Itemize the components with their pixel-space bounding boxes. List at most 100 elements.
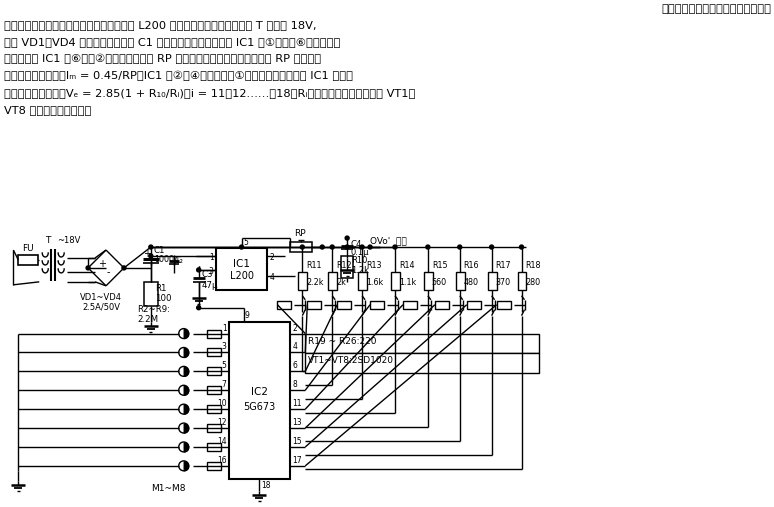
Circle shape	[149, 254, 152, 258]
Text: 1.2k: 1.2k	[351, 266, 369, 275]
Bar	[290, 242, 312, 252]
Circle shape	[122, 266, 126, 270]
Text: +: +	[98, 259, 106, 269]
Text: RP: RP	[294, 229, 306, 238]
Circle shape	[345, 245, 349, 249]
Circle shape	[345, 236, 349, 240]
Text: R1: R1	[155, 284, 166, 293]
Text: 18: 18	[262, 481, 271, 490]
Text: 输出电流遵循关系；Iₘ = 0.45/RP；IC1 的②、④脚间电阴与①脚及地间电阴决定了 IC1 的输出: 输出电流遵循关系；Iₘ = 0.45/RP；IC1 的②、④脚间电阴与①脚及地间…	[5, 71, 354, 81]
Text: 3: 3	[221, 342, 227, 351]
Text: 5G673: 5G673	[243, 402, 276, 412]
Text: R17: R17	[495, 261, 512, 270]
Circle shape	[330, 245, 334, 249]
Text: OVo'  输出: OVo' 输出	[370, 236, 407, 245]
Text: 0.1μ: 0.1μ	[350, 248, 368, 257]
Circle shape	[368, 245, 372, 249]
Text: 5: 5	[244, 238, 248, 247]
Text: 2k: 2k	[336, 278, 346, 287]
Circle shape	[197, 268, 200, 272]
Bar	[467, 301, 481, 309]
Text: 4: 4	[269, 273, 274, 282]
Text: C₂: C₂	[175, 256, 183, 265]
Bar	[403, 301, 417, 309]
Bar	[277, 301, 291, 309]
Circle shape	[519, 245, 523, 249]
Text: R19 ~ R26:220: R19 ~ R26:220	[308, 337, 377, 346]
Text: 3: 3	[209, 267, 214, 276]
Text: 电压，它满足关系；Vₑ = 2.85(1 + R₁₀/Rᵢ)，i = 11、12……、18，Rᵢ可由数控电路中的三极管 VT1～: 电压，它满足关系；Vₑ = 2.85(1 + R₁₀/Rᵢ)，i = 11、12…	[5, 88, 416, 98]
Text: R2~R9:: R2~R9:	[137, 305, 170, 314]
Text: C1: C1	[154, 246, 166, 255]
Text: R18: R18	[526, 261, 541, 270]
Bar	[207, 462, 221, 470]
Bar	[207, 348, 221, 356]
Text: IC1: IC1	[233, 259, 250, 269]
Bar	[435, 301, 449, 309]
Text: VD1~VD4: VD1~VD4	[80, 293, 122, 302]
Text: 17: 17	[293, 456, 302, 465]
Bar	[488, 272, 497, 290]
Bar	[307, 301, 321, 309]
Text: C3: C3	[202, 270, 213, 279]
Text: 10: 10	[217, 399, 227, 408]
Text: 14: 14	[217, 437, 227, 446]
Circle shape	[320, 245, 324, 249]
Text: R14: R14	[399, 261, 414, 270]
Text: IC2: IC2	[251, 387, 268, 397]
Bar	[305, 334, 539, 353]
Circle shape	[393, 245, 397, 249]
Text: T: T	[46, 236, 51, 245]
Text: 16: 16	[217, 456, 227, 465]
Bar	[144, 282, 158, 306]
Bar	[341, 256, 353, 278]
Circle shape	[197, 306, 200, 310]
Text: FU: FU	[22, 244, 34, 253]
Text: 2: 2	[269, 253, 274, 262]
Text: VT1~VT8:2SD1020: VT1~VT8:2SD1020	[308, 356, 394, 366]
Circle shape	[86, 266, 90, 270]
Bar	[207, 330, 221, 338]
Bar	[207, 386, 221, 394]
Text: 它主要由稳压电源和触摸数控电路两: 它主要由稳压电源和触摸数控电路两	[662, 5, 772, 14]
Text: 13: 13	[293, 418, 302, 427]
Bar	[216, 248, 268, 290]
Text: 9: 9	[245, 311, 249, 319]
Bar	[337, 301, 351, 309]
Bar	[391, 272, 400, 290]
Bar	[207, 443, 221, 451]
Circle shape	[239, 245, 244, 249]
Text: 2.2k: 2.2k	[307, 278, 324, 287]
Bar	[19, 255, 38, 265]
Bar	[328, 272, 337, 290]
Text: 2.5A/50V: 2.5A/50V	[82, 303, 120, 312]
Text: 部分组成。稳压电路以五端单片集成稳压器 L200 为中心，市电由电源变压器 T 降压为 18V,: 部分组成。稳压电路以五端单片集成稳压器 L200 为中心，市电由电源变压器 T …	[5, 20, 317, 30]
Text: 桥堵 VD1～VD4 进行全波整流，经 C1 滤波后的非稳定电压输入 IC1 的①脚，其⑥脚输出稳定: 桥堵 VD1～VD4 进行全波整流，经 C1 滤波后的非稳定电压输入 IC1 的…	[5, 37, 341, 47]
Text: -: -	[106, 267, 110, 277]
Bar	[305, 353, 539, 373]
Bar	[424, 272, 433, 290]
Text: +: +	[143, 249, 151, 259]
Text: ~18V: ~18V	[57, 236, 80, 245]
Text: 12: 12	[217, 418, 227, 427]
Text: 4: 4	[293, 342, 297, 351]
Circle shape	[360, 245, 364, 249]
Text: M1~M8: M1~M8	[152, 484, 186, 493]
Text: 1: 1	[209, 253, 214, 262]
Circle shape	[490, 245, 494, 249]
Text: 15: 15	[293, 437, 302, 446]
Text: R15: R15	[432, 261, 447, 270]
Bar	[456, 272, 464, 290]
Bar	[370, 301, 384, 309]
Bar	[497, 301, 511, 309]
Text: C4: C4	[350, 240, 361, 249]
Text: 370: 370	[495, 278, 511, 287]
Bar	[207, 424, 221, 432]
Text: 280: 280	[526, 278, 540, 287]
Text: 7: 7	[221, 380, 227, 389]
Bar	[298, 272, 307, 290]
Text: 2: 2	[293, 323, 297, 333]
Bar	[358, 272, 367, 290]
Bar	[207, 368, 221, 375]
Circle shape	[426, 245, 430, 249]
